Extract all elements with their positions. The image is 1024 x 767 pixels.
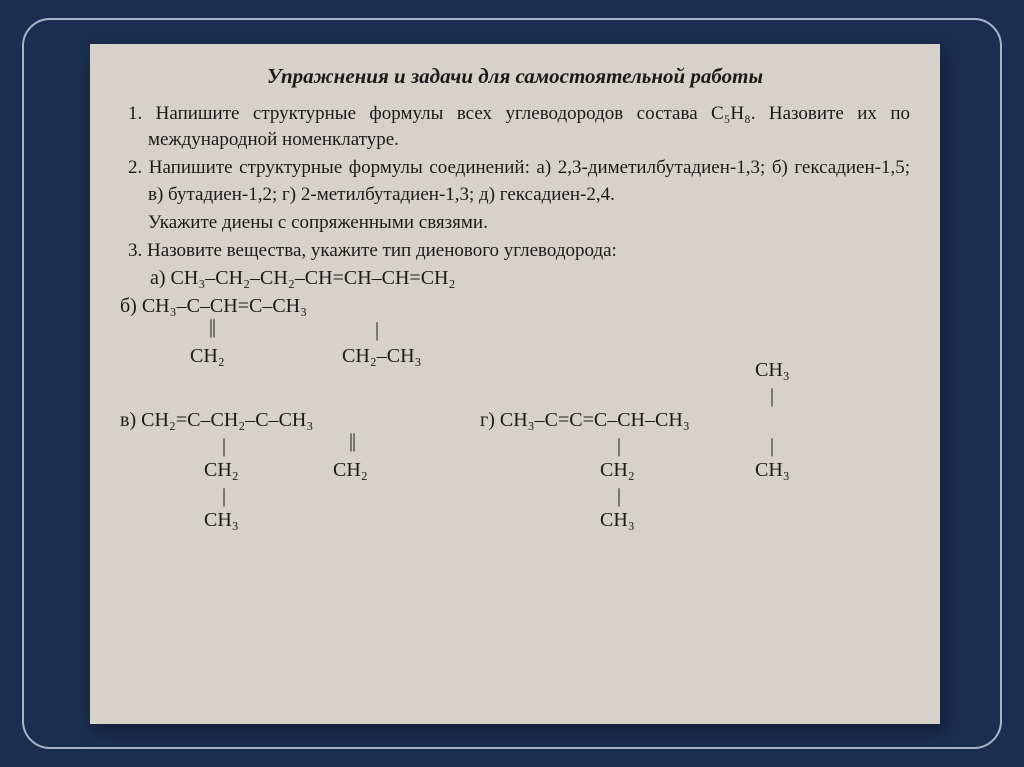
question-2-tail: Укажите диены с сопряженными связями.: [120, 210, 910, 236]
structures-c-d: в) CH₂=C–CH₂–C–CH₃ | || CH₂ CH₂ | CH₃ CH…: [120, 392, 910, 592]
single-bond-icon: |: [617, 486, 621, 506]
structure-c-main: в) CH₂=C–CH₂–C–CH₃: [120, 410, 313, 430]
structure-b: б) CH₃–C–CH=C–CH₃ || | CH₂ CH₂–CH₃: [120, 296, 910, 388]
textbook-page: Упражнения и задачи для самостоятельной …: [90, 44, 940, 724]
structure-d-sub-left: CH₂: [600, 460, 635, 480]
question-3: 3. Назовите вещества, укажите тип диенов…: [120, 238, 910, 264]
single-bond-icon: |: [222, 436, 226, 456]
single-bond-icon: |: [617, 436, 621, 456]
double-bond-icon: ||: [209, 322, 215, 332]
structure-b-sub-right: CH₂–CH₃: [342, 346, 422, 366]
question-1: 1. Напишите структурные формулы всех угл…: [120, 101, 910, 153]
structure-c-sub-left: CH₂: [204, 460, 239, 480]
chemical-structures: а) CH₃–CH₂–CH₂–CH=CH–CH=CH₂ б) CH₃–C–CH=…: [120, 268, 910, 592]
single-bond-icon: |: [770, 386, 774, 406]
page-title: Упражнения и задачи для самостоятельной …: [120, 62, 910, 91]
structure-d-main: г) CH₃–C=C=C–CH–CH₃: [480, 410, 690, 430]
structure-d-sub-right: CH₃: [755, 460, 790, 480]
structure-d-sub-left2: CH₃: [600, 510, 635, 530]
single-bond-icon: |: [770, 436, 774, 456]
structure-a: а) CH₃–CH₂–CH₂–CH=CH–CH=CH₂: [120, 268, 910, 288]
structure-b-main: б) CH₃–C–CH=C–CH₃: [120, 296, 307, 316]
single-bond-icon: |: [222, 486, 226, 506]
single-bond-icon: |: [375, 320, 379, 340]
question-2: 2. Напишите структурные формулы соединен…: [120, 155, 910, 207]
structure-d-top: CH₃: [755, 360, 790, 380]
structure-c-sub-left2: CH₃: [204, 510, 239, 530]
structure-b-sub-left: CH₂: [190, 346, 225, 366]
structure-c-sub-right: CH₂: [333, 460, 368, 480]
double-bond-icon: ||: [349, 436, 355, 446]
